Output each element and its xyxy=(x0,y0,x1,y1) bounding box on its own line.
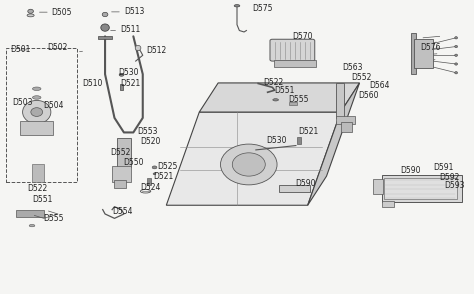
Text: D521: D521 xyxy=(120,79,141,88)
Text: D530: D530 xyxy=(118,68,139,77)
Text: D525: D525 xyxy=(157,162,177,171)
Text: D554: D554 xyxy=(113,207,133,216)
Text: D552: D552 xyxy=(111,148,131,157)
Text: D563: D563 xyxy=(343,63,363,72)
Bar xyxy=(120,84,123,90)
Bar xyxy=(112,166,131,182)
Ellipse shape xyxy=(23,101,51,124)
Text: D592: D592 xyxy=(439,173,460,182)
Text: D522: D522 xyxy=(263,78,283,86)
Text: D522: D522 xyxy=(27,184,47,193)
Bar xyxy=(373,179,383,193)
Bar xyxy=(6,48,77,182)
Bar xyxy=(382,201,394,207)
Text: D504: D504 xyxy=(43,101,64,110)
Text: D521: D521 xyxy=(154,172,174,181)
Text: D551: D551 xyxy=(32,195,53,204)
Text: D551: D551 xyxy=(274,86,294,95)
Text: D512: D512 xyxy=(146,46,167,55)
Text: D550: D550 xyxy=(123,158,144,167)
Text: D513: D513 xyxy=(124,7,144,16)
Bar xyxy=(336,116,355,124)
Ellipse shape xyxy=(455,63,457,65)
Ellipse shape xyxy=(119,73,124,76)
Ellipse shape xyxy=(31,108,43,116)
Bar xyxy=(147,178,151,185)
Text: D575: D575 xyxy=(252,4,273,13)
Bar xyxy=(414,39,433,69)
Ellipse shape xyxy=(152,166,157,169)
Ellipse shape xyxy=(28,9,34,13)
Text: D524: D524 xyxy=(140,183,161,192)
Text: D511: D511 xyxy=(120,25,141,34)
Polygon shape xyxy=(199,83,359,112)
Bar xyxy=(115,181,126,188)
Text: D503: D503 xyxy=(12,98,32,107)
Ellipse shape xyxy=(232,153,265,176)
Text: D593: D593 xyxy=(444,181,465,190)
Polygon shape xyxy=(308,83,359,205)
Text: D555: D555 xyxy=(43,214,64,223)
Text: D555: D555 xyxy=(288,95,309,104)
Text: D576: D576 xyxy=(420,44,440,53)
Ellipse shape xyxy=(455,45,457,48)
Bar xyxy=(32,164,44,182)
Bar xyxy=(16,210,44,217)
Bar xyxy=(382,175,462,202)
Text: D564: D564 xyxy=(369,81,390,90)
Ellipse shape xyxy=(135,45,141,51)
Text: D590: D590 xyxy=(295,179,316,188)
Text: D591: D591 xyxy=(433,163,454,173)
Bar xyxy=(336,83,345,118)
Ellipse shape xyxy=(33,96,41,99)
Text: D553: D553 xyxy=(137,127,157,136)
Ellipse shape xyxy=(102,12,108,17)
Text: D560: D560 xyxy=(358,91,379,100)
Bar xyxy=(98,36,112,39)
Ellipse shape xyxy=(455,54,457,56)
Ellipse shape xyxy=(273,99,278,101)
Text: D502: D502 xyxy=(47,43,68,52)
Text: D521: D521 xyxy=(298,127,319,136)
Bar xyxy=(20,121,53,135)
Ellipse shape xyxy=(29,224,35,227)
Bar xyxy=(411,34,416,74)
Bar xyxy=(117,138,131,167)
Bar xyxy=(274,60,316,67)
Ellipse shape xyxy=(234,5,240,7)
Ellipse shape xyxy=(455,71,457,74)
Text: D520: D520 xyxy=(140,137,161,146)
Ellipse shape xyxy=(455,37,457,39)
Text: D530: D530 xyxy=(266,136,287,145)
Text: D570: D570 xyxy=(292,32,313,41)
Bar xyxy=(297,137,301,144)
Ellipse shape xyxy=(220,144,277,185)
Bar xyxy=(289,102,297,105)
Text: D590: D590 xyxy=(400,166,420,175)
FancyBboxPatch shape xyxy=(270,39,315,61)
Ellipse shape xyxy=(153,173,156,175)
Ellipse shape xyxy=(101,24,109,31)
Text: D510: D510 xyxy=(82,79,103,88)
Text: D505: D505 xyxy=(51,8,72,17)
Ellipse shape xyxy=(33,87,41,91)
Ellipse shape xyxy=(27,14,34,17)
Text: D552: D552 xyxy=(351,73,372,82)
Text: D501: D501 xyxy=(10,45,30,54)
Polygon shape xyxy=(166,112,341,205)
Bar xyxy=(279,185,310,192)
Bar xyxy=(341,122,353,132)
Bar xyxy=(384,178,457,199)
